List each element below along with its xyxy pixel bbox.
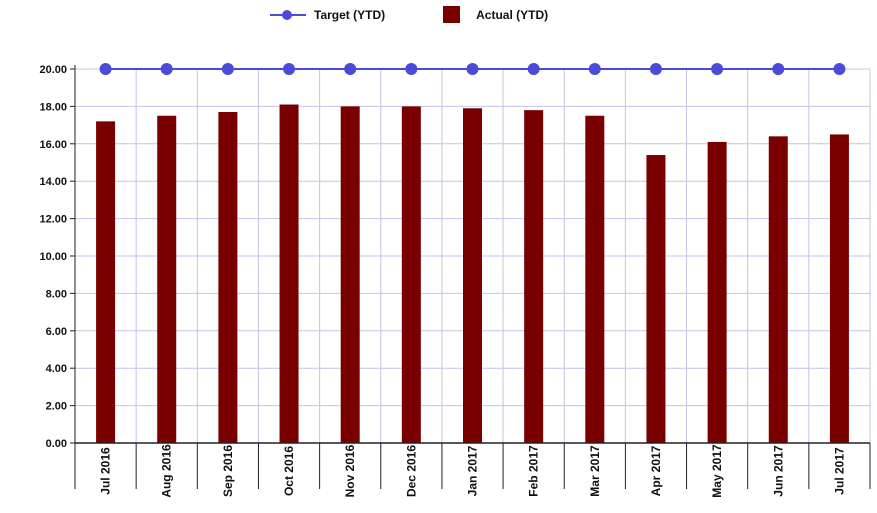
y-tick-label: 4.00	[46, 363, 67, 375]
bar-actual	[463, 108, 482, 444]
legend-target-swatch	[270, 8, 306, 22]
y-tick-label: 0.00	[46, 438, 67, 450]
x-tick-label: Jul 2016	[99, 447, 113, 495]
x-tick-label: Sep 2016	[221, 445, 235, 497]
legend-target-label: Target (YTD)	[314, 7, 386, 22]
bar-actual	[829, 134, 849, 443]
target-point	[711, 63, 724, 75]
x-tick-label: Dec 2016	[404, 445, 418, 497]
legend-item-actual: Actual (YTD)	[443, 6, 548, 23]
bar-actual	[768, 136, 788, 443]
y-tick-label: 16.00	[39, 139, 67, 151]
y-tick-label: 20.00	[39, 64, 67, 76]
x-tick-label: May 2017	[710, 444, 724, 498]
target-point	[99, 63, 112, 75]
x-tick-label: Nov 2016	[343, 444, 357, 497]
legend-actual-swatch	[443, 6, 461, 23]
y-tick-label: 2.00	[46, 401, 67, 413]
bar-actual	[646, 155, 666, 443]
target-point	[466, 63, 479, 75]
x-tick-label: Jun 2017	[771, 445, 785, 497]
bar-actual	[401, 106, 421, 444]
bar-actual	[96, 121, 116, 444]
legend-item-target: Target (YTD)	[270, 8, 385, 22]
bar-actual	[524, 110, 544, 443]
target-point	[160, 63, 173, 75]
x-tick-label: Oct 2016	[282, 446, 296, 496]
bar-actual	[279, 104, 299, 443]
x-tick-label: Apr 2017	[649, 445, 663, 496]
y-tick-label: 10.00	[39, 251, 67, 263]
target-point	[283, 63, 296, 75]
legend: Target (YTD) Actual (YTD)	[270, 6, 606, 23]
legend-actual-label: Actual (YTD)	[476, 7, 549, 22]
target-point	[588, 63, 601, 75]
target-point	[527, 63, 540, 75]
y-tick-label: 8.00	[46, 288, 67, 300]
target-point	[833, 63, 846, 75]
x-tick-label: Mar 2017	[588, 445, 602, 497]
bar-actual	[157, 115, 177, 443]
x-tick-label: Jan 2017	[466, 445, 480, 496]
x-tick-label: Aug 2016	[160, 444, 174, 498]
y-tick-label: 6.00	[46, 326, 67, 338]
y-tick-label: 18.00	[39, 101, 67, 113]
target-point	[649, 63, 662, 75]
y-tick-label: 12.00	[39, 214, 67, 226]
bar-actual	[218, 112, 238, 443]
target-point	[772, 63, 785, 75]
y-tick-label: 14.00	[39, 176, 67, 188]
target-point	[405, 63, 418, 75]
bar-actual	[340, 106, 360, 444]
target-point	[344, 63, 357, 75]
bar-actual	[585, 115, 605, 443]
target-point	[221, 63, 234, 75]
x-tick-label: Feb 2017	[527, 445, 541, 497]
x-tick-label: Jul 2017	[832, 447, 846, 495]
bar-actual	[707, 141, 727, 443]
